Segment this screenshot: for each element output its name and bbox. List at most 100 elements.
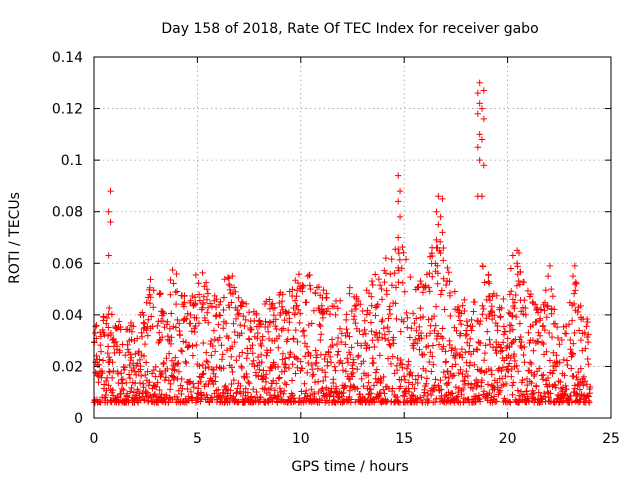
data-point xyxy=(514,387,522,394)
data-point xyxy=(395,172,402,179)
data-point xyxy=(362,330,370,338)
data-point xyxy=(507,265,515,272)
data-point xyxy=(256,366,263,373)
data-point xyxy=(320,286,327,294)
data-point xyxy=(380,373,387,381)
data-point xyxy=(437,377,444,384)
data-point xyxy=(142,388,149,395)
data-point xyxy=(101,381,108,388)
data-point xyxy=(521,359,528,366)
data-point xyxy=(435,330,442,337)
data-point xyxy=(390,340,397,347)
data-point xyxy=(514,271,521,278)
data-point xyxy=(300,327,307,334)
data-point xyxy=(476,100,483,107)
data-point xyxy=(122,352,129,359)
data-point xyxy=(305,359,312,367)
data-point xyxy=(270,361,278,368)
data-point xyxy=(331,363,338,370)
data-point xyxy=(286,315,293,322)
data-point xyxy=(486,336,493,343)
data-point xyxy=(584,318,591,326)
data-point xyxy=(276,374,283,381)
data-point xyxy=(437,213,444,221)
data-point xyxy=(336,325,344,332)
data-point xyxy=(416,346,423,353)
data-point xyxy=(478,105,486,112)
data-point xyxy=(329,342,336,349)
data-point xyxy=(463,331,470,338)
data-point xyxy=(241,322,248,330)
data-point xyxy=(385,315,392,322)
data-point xyxy=(229,272,236,280)
data-point xyxy=(474,317,481,324)
data-point xyxy=(233,389,240,396)
data-point xyxy=(494,379,501,386)
data-point xyxy=(207,337,215,345)
data-point xyxy=(178,348,186,355)
data-point xyxy=(303,343,311,350)
data-point xyxy=(294,338,301,346)
data-point xyxy=(127,351,134,358)
data-point xyxy=(180,338,187,345)
data-point xyxy=(309,372,316,380)
data-point xyxy=(396,213,404,221)
data-point xyxy=(204,304,212,312)
data-point xyxy=(298,388,305,395)
data-point xyxy=(498,375,506,382)
data-point xyxy=(292,370,299,377)
data-point xyxy=(572,287,579,294)
data-point xyxy=(268,301,275,309)
data-point xyxy=(175,359,182,367)
data-point xyxy=(279,291,286,298)
data-point xyxy=(324,358,331,365)
data-point xyxy=(372,312,379,319)
data-point xyxy=(413,327,420,334)
data-point xyxy=(105,208,112,215)
data-point xyxy=(369,337,376,344)
data-point xyxy=(135,348,143,355)
data-point xyxy=(142,371,149,379)
data-point xyxy=(371,343,378,351)
data-point xyxy=(246,336,253,343)
data-point xyxy=(550,367,558,374)
data-point xyxy=(498,367,505,375)
data-point xyxy=(278,298,286,305)
y-axis-title: ROTI / TECUs xyxy=(7,192,23,284)
data-point xyxy=(479,263,487,270)
data-point xyxy=(427,391,435,399)
data-point xyxy=(580,382,587,389)
data-point xyxy=(332,311,339,319)
data-point xyxy=(243,300,250,308)
data-point xyxy=(439,325,446,332)
data-point xyxy=(397,328,404,335)
data-point xyxy=(513,260,521,267)
data-point xyxy=(346,333,353,340)
data-point xyxy=(117,323,124,331)
data-point xyxy=(459,354,466,361)
data-point xyxy=(289,391,297,399)
data-point xyxy=(473,345,480,353)
data-point xyxy=(288,292,296,300)
data-point xyxy=(433,208,440,215)
data-point xyxy=(569,350,577,357)
data-point xyxy=(165,350,173,357)
data-point xyxy=(382,270,390,277)
data-point xyxy=(400,373,408,380)
data-point xyxy=(342,316,350,324)
data-point xyxy=(251,363,258,370)
data-point xyxy=(416,323,423,331)
data-point xyxy=(513,282,521,290)
data-point xyxy=(544,272,552,280)
data-point xyxy=(407,368,414,376)
data-point xyxy=(469,385,477,393)
data-point xyxy=(260,367,267,374)
data-point xyxy=(266,391,274,399)
data-point xyxy=(517,342,524,350)
data-point xyxy=(343,311,350,318)
data-point xyxy=(264,328,272,335)
data-point xyxy=(220,306,227,314)
data-point xyxy=(553,358,560,365)
data-point xyxy=(225,281,233,288)
y-tick-label: 0.04 xyxy=(52,308,83,324)
